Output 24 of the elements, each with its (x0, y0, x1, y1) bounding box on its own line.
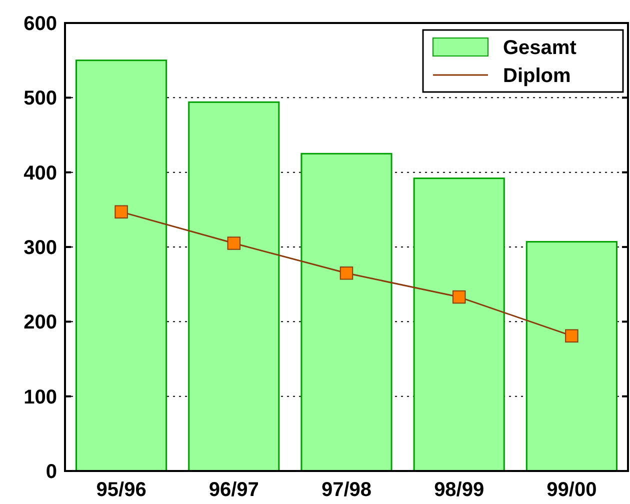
y-tick-label: 400 (24, 162, 57, 184)
y-tick-label: 500 (24, 88, 57, 110)
bar (413, 178, 505, 472)
point (452, 290, 466, 304)
y-tick-label: 100 (24, 386, 57, 408)
point (340, 266, 354, 280)
point (565, 329, 578, 342)
x-tick-label: 96/97 (208, 479, 259, 501)
point (114, 205, 128, 219)
x-tick-label: 99/00 (546, 479, 597, 501)
y-tick-label: 200 (24, 312, 57, 334)
x-tick-label: 97/98 (321, 479, 372, 501)
bar (76, 60, 168, 472)
bar (526, 241, 618, 472)
y-tick-label: 300 (24, 237, 57, 259)
y-tick-label: 600 (24, 13, 57, 35)
y-tick-label: 0 (46, 461, 57, 483)
legend-label: Diplom (503, 65, 571, 87)
bar (300, 152, 392, 472)
point (227, 236, 241, 250)
legend-label: Gesamt (503, 37, 577, 59)
x-tick-label: 98/99 (434, 479, 484, 501)
bar (188, 101, 280, 472)
x-tick-label: 95/96 (96, 479, 146, 501)
